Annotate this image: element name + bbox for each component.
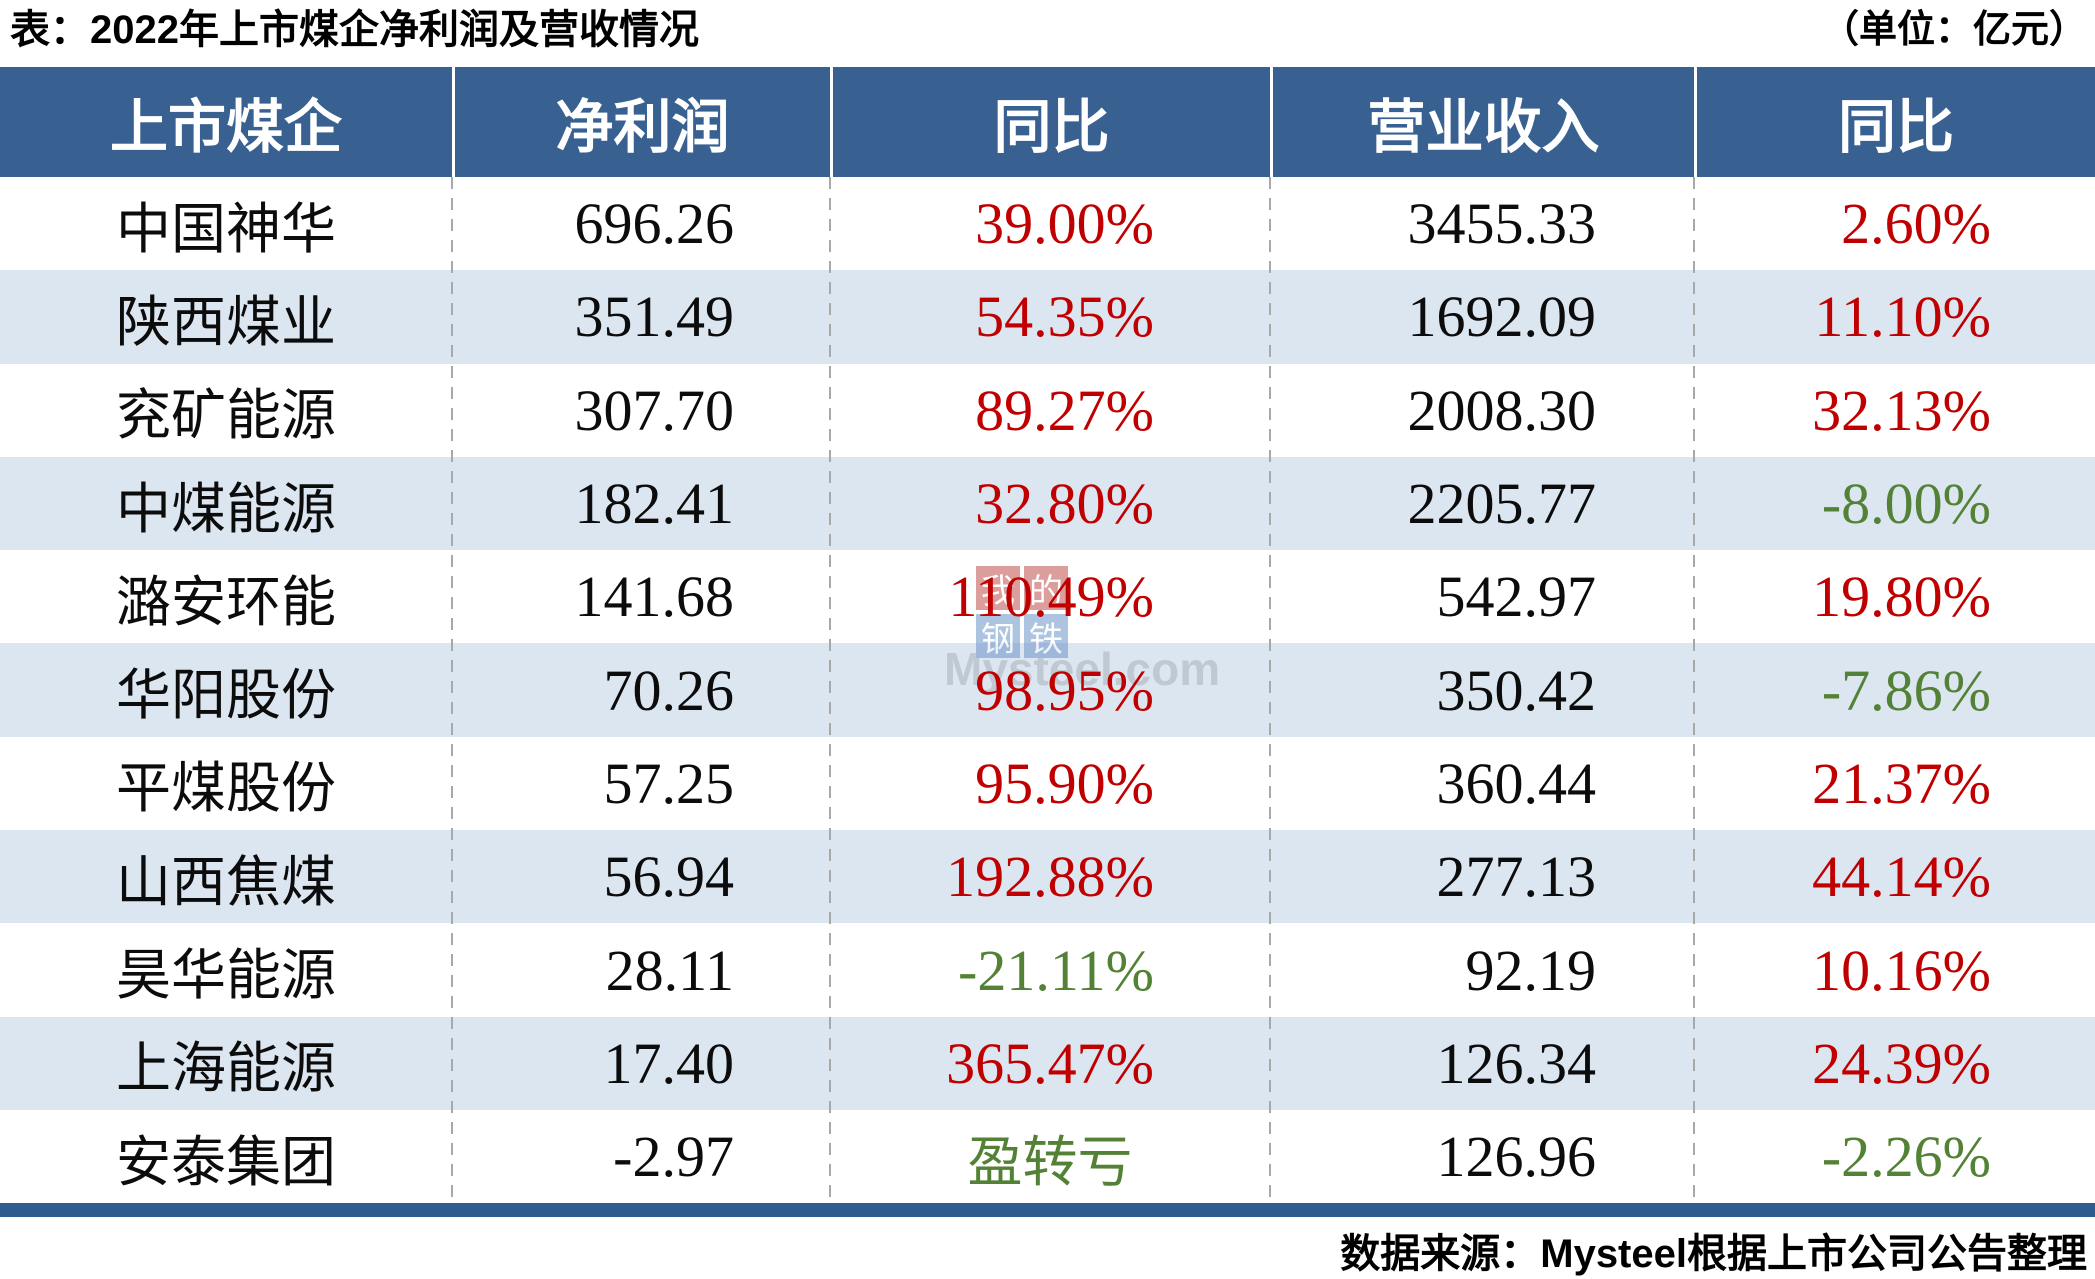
cell-profit-yoy: 98.95%: [975, 657, 1154, 723]
column-divider: [829, 177, 831, 1203]
cell-company: 安泰集团: [115, 1131, 336, 1193]
cell-revenue-yoy: 24.39%: [1812, 1030, 1991, 1096]
cell-revenue-yoy: 19.80%: [1812, 564, 1991, 630]
cell-company: 潞安环能: [115, 571, 336, 633]
cell-revenue-yoy: 11.10%: [1814, 284, 1991, 350]
table-row: 陕西煤业 351.49 54.35% 1692.09 11.10%: [0, 270, 2095, 364]
cell-company: 中煤能源: [115, 478, 336, 540]
cell-revenue: 360.44: [1436, 750, 1597, 816]
cell-profit-yoy: 39.00%: [975, 191, 1154, 257]
cell-net-profit: 17.40: [603, 1030, 735, 1096]
column-divider: [1269, 177, 1271, 1203]
unit-label: （单位：亿元）: [1820, 9, 2087, 51]
table-row: 平煤股份 57.25 95.90% 360.44 21.37%: [0, 737, 2095, 830]
cell-net-profit: 182.41: [574, 471, 735, 537]
cell-net-profit: 351.49: [574, 284, 735, 350]
table-row: 潞安环能 141.68 110.49% 542.97 19.80%: [0, 550, 2095, 643]
source-note: 数据来源：Mysteel根据上市公司公告整理: [1340, 1232, 2087, 1276]
cell-company: 中国神华: [115, 198, 336, 260]
cell-company: 山西焦煤: [115, 851, 336, 913]
table-row: 安泰集团 -2.97 盈转亏 126.96 -2.26%: [0, 1110, 2095, 1203]
table-row: 华阳股份 70.26 98.95% 350.42 -7.86%: [0, 643, 2095, 737]
cell-net-profit: 28.11: [605, 937, 734, 1003]
cell-revenue-yoy: 32.13%: [1812, 377, 1991, 443]
title-bar: 表：2022年上市煤企净利润及营收情况 （单位：亿元）: [10, 4, 2087, 57]
table-row: 上海能源 17.40 365.47% 126.34 24.39%: [0, 1016, 2095, 1110]
cell-revenue-yoy: -2.26%: [1821, 1124, 1991, 1190]
cell-company: 平煤股份: [115, 758, 336, 820]
cell-revenue: 3455.33: [1407, 191, 1597, 257]
cell-revenue: 277.13: [1436, 844, 1597, 910]
cell-net-profit: 57.25: [603, 750, 735, 816]
cell-profit-yoy: 89.27%: [975, 377, 1154, 443]
cell-net-profit: 307.70: [574, 377, 735, 443]
column-divider: [451, 177, 453, 1203]
cell-revenue: 542.97: [1436, 564, 1597, 630]
header-cell-company: 上市煤企: [109, 95, 342, 160]
header-cell-revenue-yoy: 同比: [1694, 67, 2095, 177]
cell-revenue-yoy: 2.60%: [1841, 191, 1991, 257]
header-cell-net-profit: 净利润: [452, 67, 830, 177]
cell-net-profit: 141.68: [574, 564, 735, 630]
table-row: 兖矿能源 307.70 89.27% 2008.30 32.13%: [0, 364, 2095, 457]
table-row: 中煤能源 182.41 32.80% 2205.77 -8.00%: [0, 456, 2095, 551]
column-divider: [1693, 177, 1695, 1203]
cell-revenue-yoy: 21.37%: [1812, 750, 1991, 816]
cell-revenue-yoy: 10.16%: [1812, 937, 1991, 1003]
cell-profit-yoy: 110.49%: [948, 564, 1154, 630]
cell-revenue: 126.34: [1436, 1030, 1597, 1096]
cell-revenue: 126.96: [1436, 1124, 1597, 1190]
cell-profit-yoy: -21.11%: [958, 937, 1154, 1003]
cell-company: 兖矿能源: [115, 385, 336, 447]
table-header-row: 上市煤企 净利润 同比 营业收入 同比: [0, 67, 2095, 177]
cell-profit-yoy: 192.88%: [946, 844, 1154, 910]
cell-net-profit: 696.26: [574, 191, 735, 257]
header-cell-revenue: 营业收入: [1270, 67, 1694, 177]
table-row: 昊华能源 28.11 -21.11% 92.19 10.16%: [0, 923, 2095, 1016]
cell-profit-yoy: 95.90%: [975, 750, 1154, 816]
cell-profit-yoy: 54.35%: [975, 284, 1154, 350]
cell-revenue-yoy: -8.00%: [1821, 471, 1991, 537]
table-row: 中国神华 696.26 39.00% 3455.33 2.60%: [0, 177, 2095, 270]
cell-revenue: 2008.30: [1407, 377, 1597, 443]
table-bottom-bar: [0, 1203, 2095, 1217]
page-title: 表：2022年上市煤企净利润及营收情况: [10, 8, 699, 52]
cell-company: 华阳股份: [115, 665, 336, 727]
cell-net-profit: 70.26: [603, 657, 735, 723]
cell-revenue: 1692.09: [1407, 284, 1597, 350]
cell-revenue-yoy: -7.86%: [1821, 657, 1991, 723]
table-body: 中国神华 696.26 39.00% 3455.33 2.60% 陕西煤业 35…: [0, 177, 2095, 1203]
cell-revenue: 2205.77: [1407, 471, 1597, 537]
cell-revenue: 350.42: [1436, 657, 1597, 723]
cell-company: 陕西煤业: [115, 291, 336, 353]
table-row: 山西焦煤 56.94 192.88% 277.13 44.14%: [0, 830, 2095, 924]
header-cell-profit-yoy: 同比: [830, 67, 1270, 177]
cell-revenue: 92.19: [1465, 937, 1597, 1003]
cell-net-profit: 56.94: [603, 844, 735, 910]
cell-profit-yoy: 盈转亏: [967, 1131, 1133, 1193]
cell-company: 上海能源: [115, 1038, 336, 1100]
cell-net-profit: -2.97: [613, 1124, 734, 1190]
cell-revenue-yoy: 44.14%: [1812, 844, 1991, 910]
cell-profit-yoy: 32.80%: [975, 471, 1154, 537]
cell-company: 昊华能源: [115, 945, 336, 1007]
cell-profit-yoy: 365.47%: [946, 1030, 1154, 1096]
